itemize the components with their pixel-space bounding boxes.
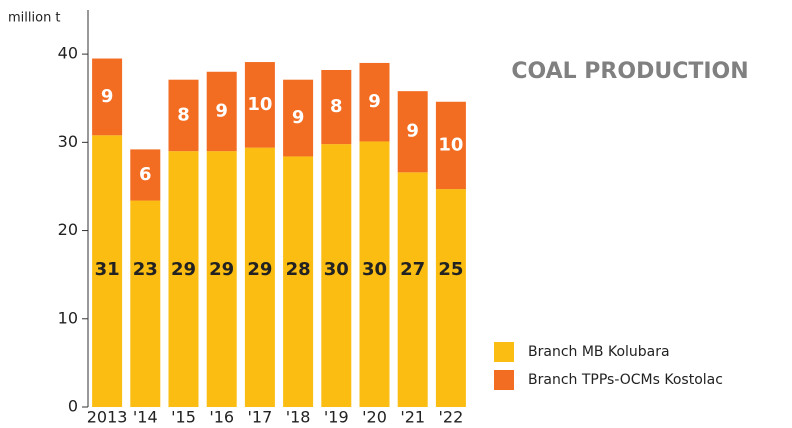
value-label: 28: [286, 259, 311, 280]
y-tick-label: 30: [58, 132, 78, 151]
value-label: 10: [247, 94, 272, 115]
x-tick-label: '15: [171, 408, 196, 427]
value-label: 9: [101, 86, 114, 107]
value-label: 23: [133, 259, 158, 280]
bar-segment: [130, 200, 161, 407]
value-label: 29: [171, 259, 196, 280]
bar-segment: [92, 58, 123, 136]
bar-segment: [206, 151, 237, 407]
bar-segment: [244, 147, 275, 408]
bar-segment: [397, 91, 428, 173]
bar-segment: [92, 135, 123, 407]
y-tick-label: 0: [68, 397, 78, 416]
x-tick-label: 2013: [87, 408, 128, 427]
value-label: 10: [438, 134, 463, 155]
value-label: 25: [438, 259, 463, 280]
bar-segment: [168, 79, 199, 152]
value-label: 8: [177, 104, 190, 125]
value-label: 30: [324, 259, 349, 280]
value-label: 9: [215, 100, 228, 121]
value-label: 30: [362, 259, 387, 280]
value-label: 9: [406, 121, 419, 142]
bar-segment: [206, 71, 237, 152]
y-tick-label: 20: [58, 220, 78, 239]
x-tick-label: '18: [286, 408, 311, 427]
value-label: 6: [139, 164, 152, 185]
chart-title: COAL PRODUCTION: [511, 59, 748, 84]
bar-segment: [321, 144, 352, 407]
bar-segment: [359, 62, 390, 142]
bar-segment: [244, 62, 275, 148]
x-tick-label: '14: [133, 408, 158, 427]
legend-label: Branch MB Kolubara: [528, 344, 670, 360]
bar-segment: [435, 189, 466, 407]
bar-segment: [283, 156, 314, 407]
x-tick-label: '21: [400, 408, 425, 427]
legend-swatch: [494, 370, 514, 390]
bar-segment: [435, 101, 466, 190]
value-label: 9: [368, 91, 381, 112]
x-tick-label: '19: [324, 408, 349, 427]
legend-swatch: [494, 342, 514, 362]
bar-segment: [168, 151, 199, 407]
value-label: 29: [209, 259, 234, 280]
y-tick-label: 40: [58, 44, 78, 63]
bar-segment: [397, 172, 428, 407]
x-tick-label: '17: [248, 408, 273, 427]
bar-segment: [283, 79, 314, 157]
value-label: 31: [95, 259, 120, 280]
y-tick-label: 10: [58, 308, 78, 327]
legend-label: Branch TPPs-OCMs Kostolac: [528, 372, 723, 388]
value-label: 29: [247, 259, 272, 280]
x-tick-label: '16: [209, 408, 234, 427]
y-axis-label: million t: [8, 11, 61, 26]
value-label: 27: [400, 259, 425, 280]
value-label: 8: [330, 96, 343, 117]
x-tick-label: '20: [362, 408, 387, 427]
value-label: 9: [292, 107, 305, 128]
bar-segment: [321, 69, 352, 145]
bar-segment: [130, 149, 161, 201]
bar-segment: [359, 141, 390, 407]
x-tick-label: '22: [439, 408, 464, 427]
